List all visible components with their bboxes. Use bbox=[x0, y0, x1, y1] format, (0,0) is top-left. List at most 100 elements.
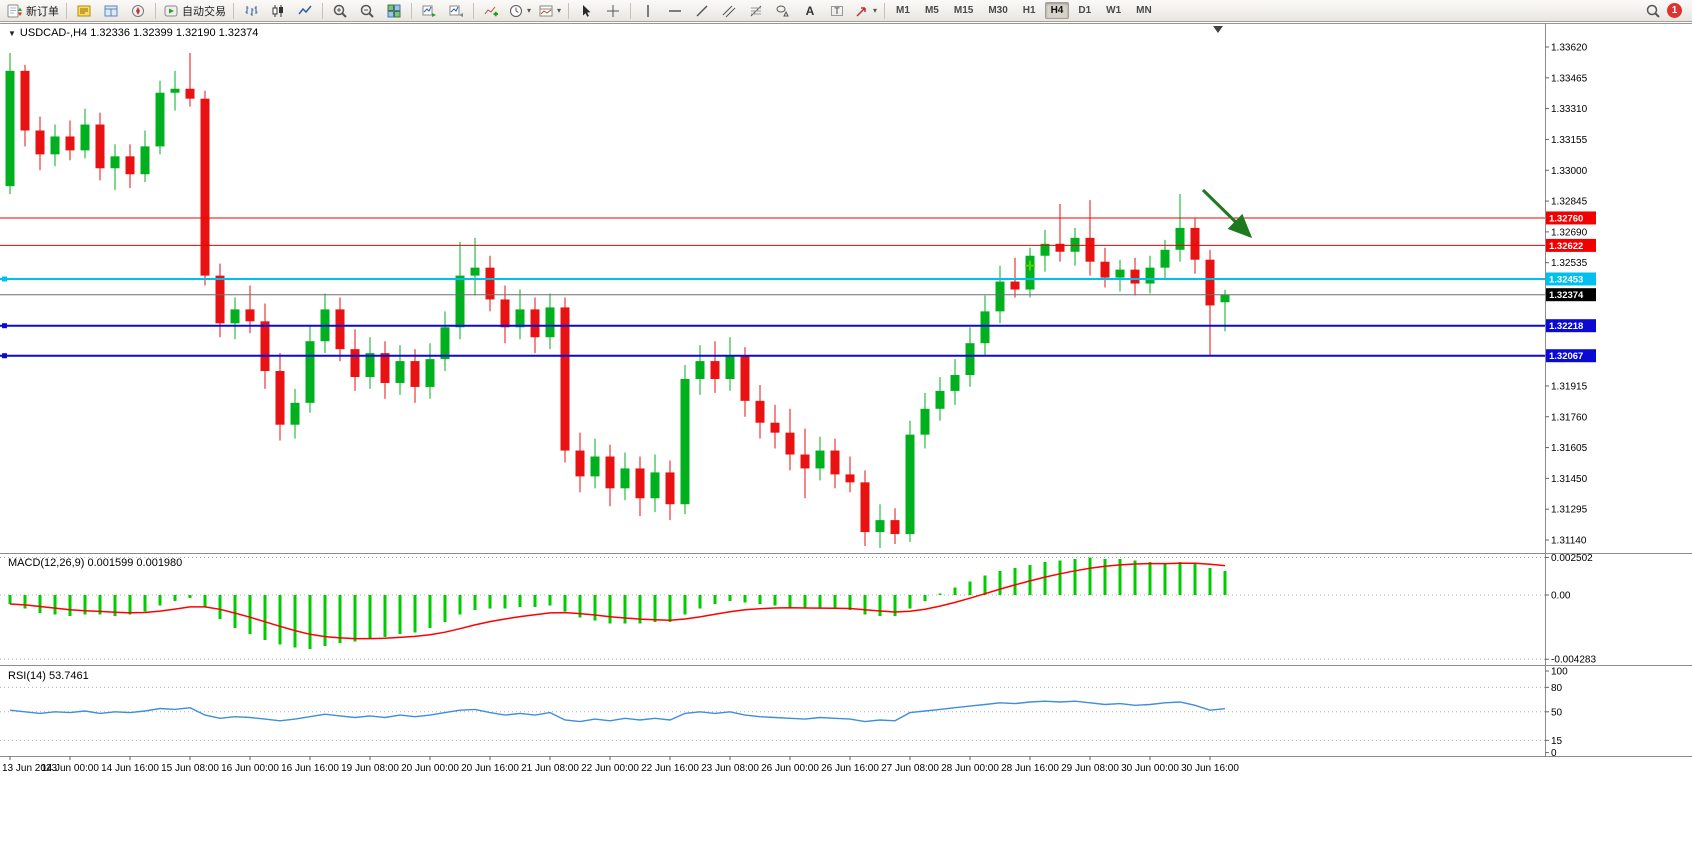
candle-body bbox=[215, 275, 225, 324]
rsi-axis[interactable] bbox=[0, 670, 1549, 754]
notification-badge[interactable]: 1 bbox=[1667, 3, 1682, 18]
candle-body bbox=[1100, 261, 1110, 278]
price-axis[interactable] bbox=[1545, 46, 1549, 541]
chart-canvas[interactable]: 1.33620 1.33465 1.33310 1.33155 1.33000 1.328… bbox=[0, 22, 1692, 846]
chart-shift-button[interactable] bbox=[443, 0, 469, 22]
data-window-button[interactable] bbox=[98, 0, 124, 22]
candle-body bbox=[545, 307, 555, 338]
cross-marker[interactable] bbox=[1025, 260, 1035, 271]
shapes-button[interactable] bbox=[770, 0, 796, 22]
time-tick-label: 14 Jun 16:00 bbox=[101, 763, 159, 774]
price-tag-label: 1.32067 bbox=[1549, 351, 1583, 362]
candle-body bbox=[20, 70, 30, 131]
horizontal-line-object[interactable] bbox=[0, 276, 1545, 282]
crosshair-button[interactable] bbox=[600, 0, 626, 22]
macd-indicator-label: MACD(12,26,9) 0.001599 0.001980 bbox=[8, 557, 183, 569]
macd-tick-label: 0.002502 bbox=[1551, 553, 1593, 564]
cursor-icon bbox=[578, 3, 594, 19]
arrows-button[interactable]: ▾ bbox=[851, 0, 880, 22]
candle-body bbox=[410, 361, 420, 387]
price-tag: 1.32374 bbox=[1546, 288, 1596, 302]
candle-body bbox=[290, 402, 300, 425]
timeframe-button-m30[interactable]: M30 bbox=[988, 5, 1008, 16]
horizontal-line-object[interactable] bbox=[0, 323, 1545, 329]
candle-body bbox=[980, 311, 990, 344]
vertical-line-icon bbox=[640, 3, 656, 19]
candle-body bbox=[1130, 269, 1140, 284]
timeframe-button-h1[interactable]: H1 bbox=[1022, 5, 1036, 16]
zoom-in-button[interactable] bbox=[327, 0, 353, 22]
channel-button[interactable] bbox=[716, 0, 742, 22]
templates-button[interactable]: ▾ bbox=[535, 0, 564, 22]
new-order-button[interactable]: 新订单 bbox=[4, 0, 62, 22]
price-tag-label: 1.32374 bbox=[1549, 290, 1584, 301]
timeframe-button-d1[interactable]: D1 bbox=[1078, 5, 1092, 16]
tile-windows-button[interactable] bbox=[381, 0, 407, 22]
time-tick-label: 30 Jun 16:00 bbox=[1181, 763, 1239, 774]
candle-body bbox=[1055, 243, 1065, 252]
timeframe-button-w1[interactable]: W1 bbox=[1106, 5, 1122, 16]
zoom-out-button[interactable] bbox=[354, 0, 380, 22]
navigator-button[interactable] bbox=[125, 0, 151, 22]
timeframe-button-mn[interactable]: MN bbox=[1136, 5, 1152, 16]
price-tick-label: 1.31605 bbox=[1551, 443, 1588, 454]
navigator-icon bbox=[130, 3, 146, 19]
candle-body bbox=[740, 355, 750, 401]
candle-body bbox=[1220, 294, 1230, 303]
indicators-icon bbox=[483, 3, 499, 19]
cursor-button[interactable] bbox=[573, 0, 599, 22]
price-tag: 1.32622 bbox=[1546, 238, 1596, 252]
price-tick-label: 1.31295 bbox=[1551, 505, 1588, 516]
timeframe-button-m5[interactable]: M5 bbox=[924, 5, 939, 16]
chevron-down-icon: ▾ bbox=[527, 6, 532, 15]
indicators-button[interactable] bbox=[478, 0, 504, 22]
candle-body bbox=[665, 472, 675, 505]
vertical-line-button[interactable] bbox=[635, 0, 661, 22]
market-watch-button[interactable] bbox=[71, 0, 97, 22]
periods-button[interactable]: ▾ bbox=[505, 0, 534, 22]
horizontal-line-object[interactable] bbox=[0, 353, 1545, 359]
horizontal-line-icon bbox=[667, 3, 683, 19]
horizontal-line-button[interactable] bbox=[662, 0, 688, 22]
candle-body bbox=[575, 450, 585, 477]
candle-body bbox=[1205, 259, 1215, 306]
macd-axis[interactable] bbox=[0, 556, 1549, 660]
line-chart-button[interactable] bbox=[292, 0, 318, 22]
price-tick-label: 1.32845 bbox=[1551, 197, 1588, 208]
time-tick-label: 19 Jun 08:00 bbox=[341, 763, 399, 774]
autotrading-button[interactable]: 自动交易 bbox=[160, 0, 229, 22]
trend-arrow-object[interactable] bbox=[1201, 188, 1253, 239]
price-tick-label: 1.33155 bbox=[1551, 135, 1588, 146]
timeframe-button-m1[interactable]: M1 bbox=[896, 5, 910, 16]
price-tick-label: 1.31760 bbox=[1551, 412, 1588, 423]
fibonacci-button[interactable] bbox=[743, 0, 769, 22]
text-button[interactable]: A bbox=[797, 0, 823, 22]
timeframe-button-h4[interactable]: H4 bbox=[1044, 2, 1070, 19]
time-tick-label: 16 Jun 16:00 bbox=[281, 763, 339, 774]
price-tag: 1.32760 bbox=[1546, 211, 1596, 225]
trendline-button[interactable] bbox=[689, 0, 715, 22]
candle-body bbox=[965, 343, 975, 376]
auto-scroll-button[interactable] bbox=[416, 0, 442, 22]
candle-body bbox=[620, 468, 630, 489]
candle-body bbox=[395, 361, 405, 383]
price-tag-label: 1.32760 bbox=[1549, 213, 1583, 224]
bar-chart-button[interactable] bbox=[238, 0, 264, 22]
time-tick-label: 14 Jun 00:00 bbox=[41, 763, 99, 774]
candle-body bbox=[1115, 269, 1125, 278]
rsi-tick-label: 80 bbox=[1551, 683, 1563, 694]
search-button[interactable] bbox=[1640, 0, 1666, 22]
candle-body bbox=[845, 474, 855, 483]
rsi-indicator-label: RSI(14) 53.7461 bbox=[8, 670, 89, 682]
label-button[interactable]: T bbox=[824, 0, 850, 22]
price-tag-label: 1.32218 bbox=[1549, 321, 1583, 332]
chart-shift-marker[interactable] bbox=[1213, 26, 1223, 33]
timeframe-button-m15[interactable]: M15 bbox=[953, 5, 974, 16]
chevron-down-icon: ▾ bbox=[557, 6, 562, 15]
candlestick-chart-button[interactable] bbox=[265, 0, 291, 22]
time-tick-label: 22 Jun 16:00 bbox=[641, 763, 699, 774]
toolbar-separator bbox=[66, 2, 67, 19]
time-tick-label: 13 Jun 2023 bbox=[2, 763, 57, 774]
rsi-line bbox=[9, 700, 1226, 723]
